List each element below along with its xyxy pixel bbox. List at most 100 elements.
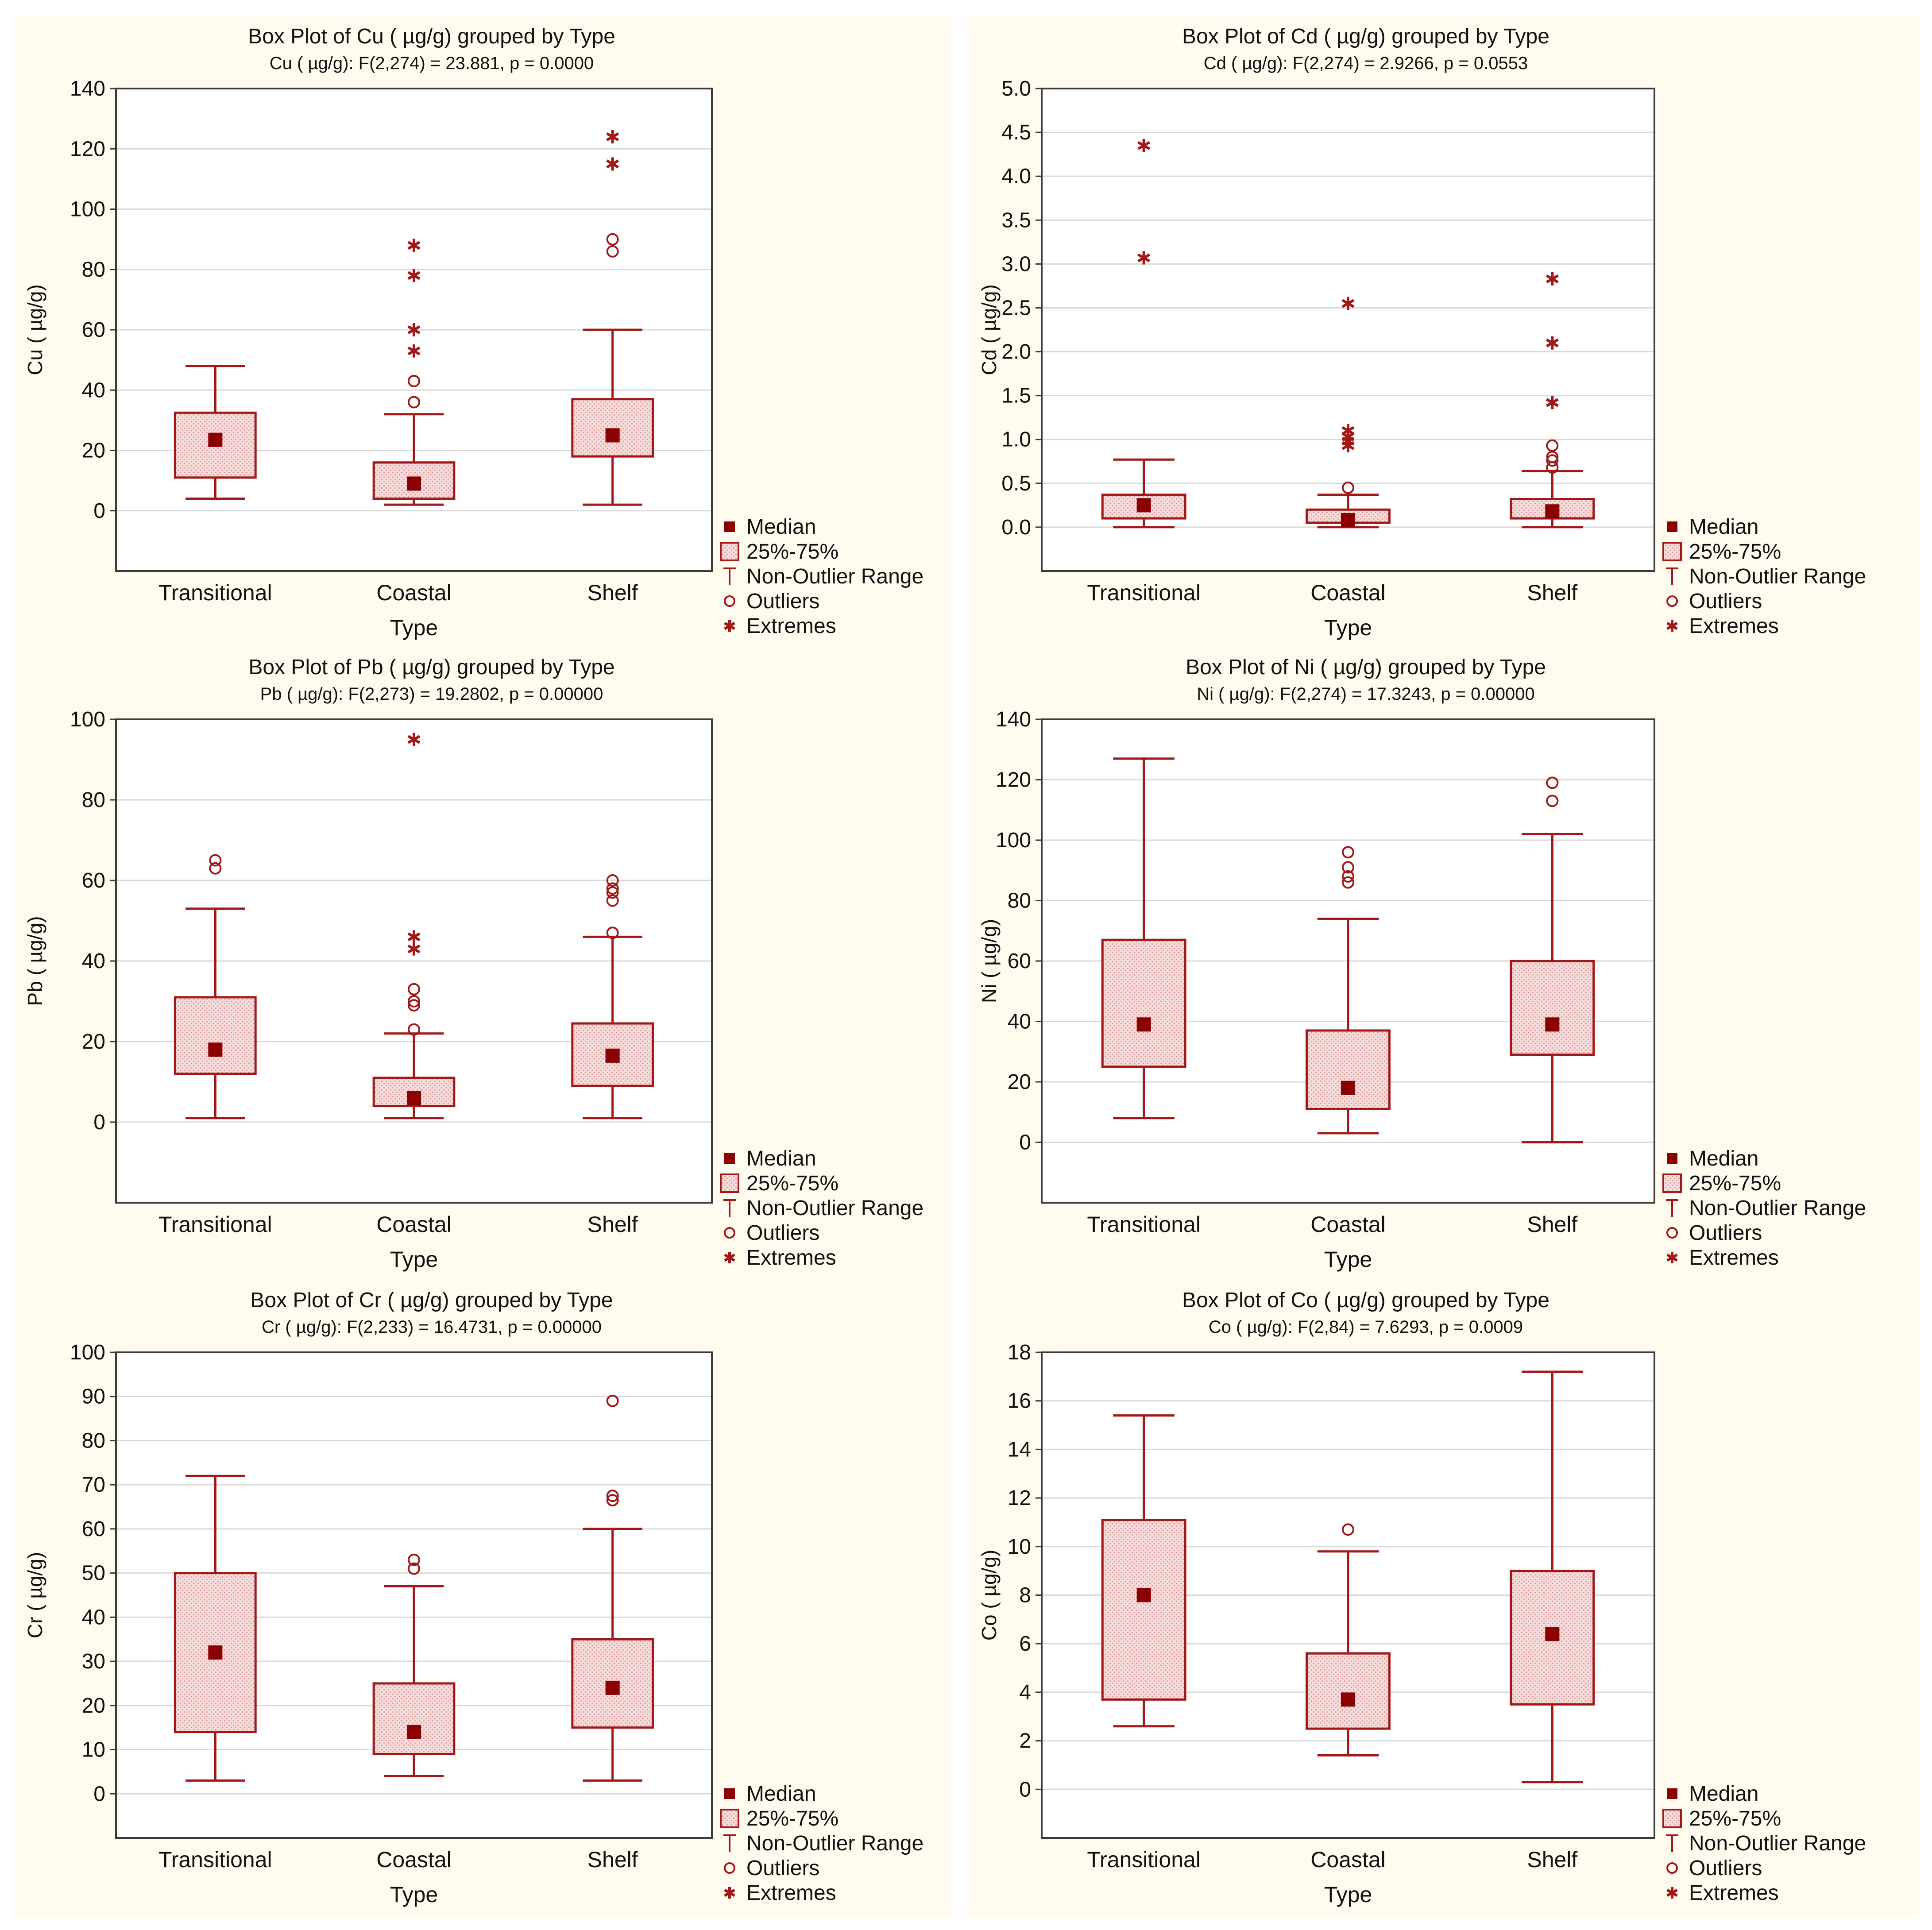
y-axis-label: Pb ( µg/g)	[23, 916, 46, 1006]
legend-outlier-label: Outliers	[746, 1857, 819, 1880]
y-tick-label: 20	[1008, 1070, 1031, 1094]
x-tick-label: Transitional	[158, 1212, 272, 1237]
legend-range-label: Non-Outlier Range	[746, 1832, 923, 1855]
extreme-point	[1546, 272, 1559, 286]
x-tick-label: Shelf	[1527, 1212, 1577, 1237]
median-marker	[1545, 1017, 1560, 1032]
x-tick-label: Transitional	[158, 1847, 272, 1872]
x-axis-label: Type	[390, 1882, 438, 1907]
y-tick-label: 4.0	[1001, 165, 1031, 188]
outlier-point	[1546, 454, 1559, 467]
x-axis-label: Type	[1324, 1882, 1372, 1907]
legend-outlier-label: Outliers	[746, 590, 819, 613]
legend-median-swatch	[1667, 1788, 1677, 1799]
iqr-box	[1101, 1518, 1186, 1701]
legend-median-swatch	[724, 1153, 735, 1164]
legend-median-label: Median	[1689, 1147, 1758, 1170]
y-tick-label: 80	[82, 1429, 105, 1452]
outlier-point	[1342, 861, 1354, 874]
outlier-point	[408, 983, 420, 996]
outlier-point	[408, 1023, 420, 1036]
y-tick-label: 1.5	[1001, 384, 1031, 408]
median-marker	[605, 428, 620, 443]
y-tick-label: 16	[1008, 1390, 1031, 1413]
y-tick-label: 20	[82, 439, 105, 463]
outlier-point	[408, 1553, 420, 1566]
x-tick-label: Transitional	[158, 580, 272, 605]
outlier-point	[408, 396, 420, 409]
outlier-point	[1546, 776, 1559, 789]
x-tick-label: Shelf	[587, 1212, 638, 1237]
plot-frame	[1041, 718, 1655, 1204]
y-tick-label: 100	[70, 198, 105, 221]
x-tick-label: Transitional	[1087, 580, 1201, 605]
box-shelf	[1510, 1370, 1595, 1783]
extreme-point	[1341, 424, 1355, 437]
extreme-point	[407, 930, 421, 944]
iqr-box	[372, 1682, 456, 1756]
plot-frame	[1041, 1351, 1655, 1839]
legend-box-label: 25%-75%	[1689, 1172, 1781, 1195]
y-axis-label: Ni ( µg/g)	[978, 919, 1001, 1003]
x-tick-label: Coastal	[376, 1847, 452, 1872]
median-marker	[605, 1048, 620, 1063]
median-marker	[1545, 504, 1560, 519]
chart-subtitle: Cr ( µg/g): F(2,233) = 16.4731, p = 0.00…	[262, 1317, 602, 1337]
y-tick-label: 20	[82, 1694, 105, 1718]
box-transitional	[1101, 1414, 1186, 1728]
outlier-point	[408, 1562, 420, 1575]
legend-outlier-swatch	[1666, 595, 1678, 607]
median-marker	[208, 1645, 223, 1660]
outlier-point	[606, 1490, 619, 1502]
legend-extreme-swatch	[1666, 620, 1678, 632]
iqr-box	[1101, 938, 1186, 1068]
legend-extreme-label: Extremes	[1689, 614, 1779, 638]
box-coastal	[372, 1553, 456, 1777]
legend-outlier-label: Outliers	[746, 1221, 819, 1245]
median-marker	[208, 1042, 223, 1057]
iqr-box	[174, 996, 257, 1075]
legend-extreme-label: Extremes	[1689, 1246, 1779, 1270]
legend-median-label: Median	[746, 1147, 816, 1170]
x-axis-label: Type	[390, 1247, 438, 1272]
chart-title: Box Plot of Cd ( µg/g) grouped by Type	[1182, 25, 1549, 48]
legend-outlier-label: Outliers	[1689, 1221, 1762, 1245]
plot-frame	[115, 1351, 713, 1839]
outlier-point	[606, 926, 619, 939]
outlier-point	[408, 999, 420, 1012]
y-tick-label: 12	[1008, 1486, 1031, 1510]
legend-median-swatch	[724, 1788, 735, 1799]
legend-extreme-swatch	[724, 620, 735, 632]
legend-range-label: Non-Outlier Range	[1689, 1197, 1866, 1220]
legend-median-swatch	[724, 521, 735, 532]
y-tick-label: 60	[82, 869, 105, 892]
median-marker	[1341, 1081, 1355, 1095]
median-marker	[407, 1725, 421, 1739]
y-tick-label: 0.0	[1001, 516, 1031, 539]
x-tick-label: Shelf	[1527, 580, 1577, 605]
y-tick-label: 5.0	[1001, 77, 1031, 100]
median-marker	[1341, 513, 1355, 528]
x-tick-label: Coastal	[376, 1212, 452, 1237]
chart-subtitle: Cd ( µg/g): F(2,274) = 2.9266, p = 0.055…	[1204, 54, 1528, 73]
y-tick-label: 80	[82, 258, 105, 282]
legend-box-swatch	[1662, 542, 1682, 561]
y-tick-label: 40	[82, 1606, 105, 1629]
y-tick-label: 40	[1008, 1010, 1031, 1034]
chart-panel-2: 0.0 0.5 1.0 1.5 2.0 2.5 3.0 3.5 4.0 4.5 5.0 Transit…	[967, 17, 1919, 650]
x-axis-label: Type	[390, 615, 438, 640]
legend-box-label: 25%-75%	[746, 1807, 838, 1830]
extreme-point	[1341, 297, 1355, 310]
box-transitional	[174, 854, 257, 1119]
y-tick-label: 60	[1008, 950, 1031, 973]
legend-outlier-swatch	[724, 1862, 735, 1874]
legend-box-swatch	[720, 1173, 739, 1193]
y-axis-label: Cu ( µg/g)	[23, 284, 46, 375]
legend-range-label: Non-Outlier Range	[746, 1197, 923, 1220]
legend-outlier-label: Outliers	[1689, 1857, 1762, 1880]
chart-subtitle: Co ( µg/g): F(2,84) = 7.6293, p = 0.0009	[1209, 1317, 1523, 1337]
y-tick-label: 50	[82, 1562, 105, 1585]
